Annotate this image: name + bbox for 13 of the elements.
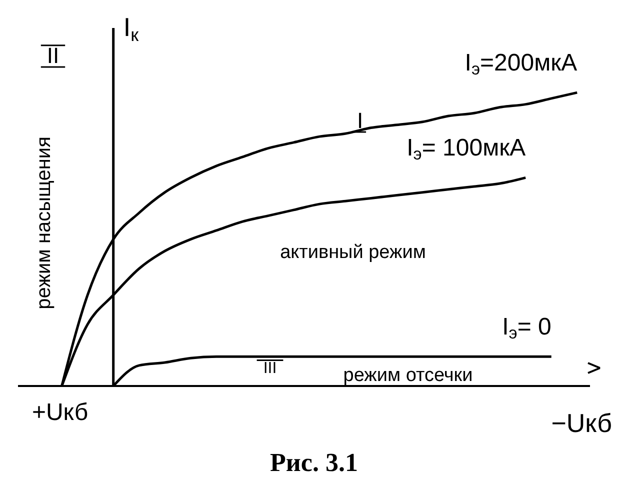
x-axis-title: −Uкб xyxy=(551,408,612,438)
annotation: III xyxy=(263,360,277,377)
annotation: режим отсечки xyxy=(343,365,473,386)
annotation: активный режим xyxy=(280,242,426,263)
text: II xyxy=(46,43,60,68)
text: +Uкб xyxy=(32,399,88,426)
text: Рис. 3.1 xyxy=(269,448,359,478)
annotation: режим насыщения xyxy=(33,136,55,310)
annotation: I xyxy=(356,108,364,133)
y-axis-title: I$_{к}$ xyxy=(123,12,140,44)
series-label: I$_{э}$=200мкА xyxy=(464,50,578,79)
series-label: I$_{э}$= 0 xyxy=(502,314,552,343)
series-label: I$_{э}$= 100мкА xyxy=(406,134,526,164)
